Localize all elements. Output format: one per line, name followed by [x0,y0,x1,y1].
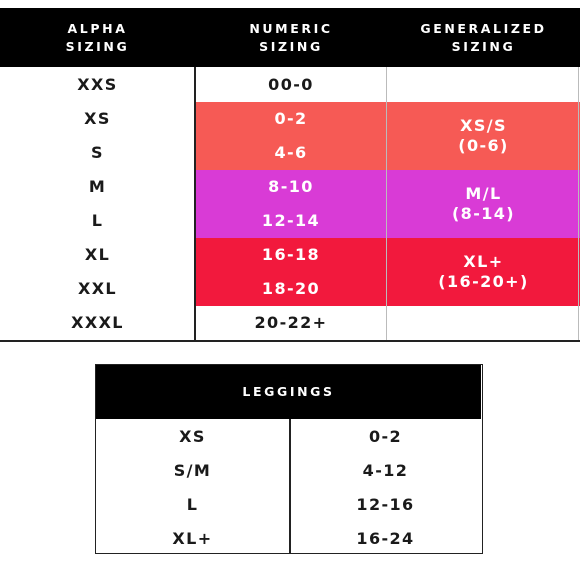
size-chart-header [0,8,580,67]
header-alpha-sizing: ALPHA SIZING [65,21,130,54]
header-leggings: LEGGINGS [242,384,335,399]
generalized-xs-s: XS/S (0-6) [458,116,509,155]
band-xl-plus [195,238,580,306]
numeric-size-xs: 0-2 [274,109,308,128]
numeric-size-s: 4-6 [274,143,308,162]
numeric-size-m: 8-10 [268,177,314,196]
alpha-size-m: M [88,177,107,196]
numeric-size-xxxl: 20-22+ [254,313,328,332]
header-numeric-sizing: NUMERIC SIZING [249,21,333,54]
leggings-size-s-m: S/M [173,461,212,480]
leggings-size-xs: XS [179,427,206,446]
alpha-size-xxl: XXL [77,279,118,298]
numeric-size-xl: 16-18 [261,245,321,264]
alpha-size-xl: XL [84,245,111,264]
grid-line [386,67,387,341]
numeric-size-xxs: 00-0 [268,75,314,94]
alpha-size-l: L [91,211,104,230]
alpha-size-s: S [91,143,104,162]
alpha-size-xxxl: XXXL [71,313,124,332]
band-m-l [195,170,580,238]
alpha-size-xs: XS [84,109,111,128]
leggings-range-xl-plus: 16-24 [356,529,415,548]
grid-line [194,67,196,341]
band-xs-s [195,102,580,170]
generalized-m-l: M/L (8-14) [451,184,516,223]
leggings-header [96,365,481,419]
leggings-chart: LEGGINGS XS S/M L XL+ 0-2 4-12 12-16 16-… [95,364,483,554]
numeric-size-l: 12-14 [261,211,321,230]
grid-line [289,419,291,553]
grid-line [578,67,579,341]
leggings-size-l: L [186,495,199,514]
size-chart: ALPHA SIZING NUMERIC SIZING GENERALIZED … [0,8,580,342]
leggings-range-s-m: 4-12 [362,461,409,480]
generalized-xl-plus: XL+ (16-20+) [438,252,529,291]
leggings-range-xs: 0-2 [368,427,403,446]
header-generalized-sizing: GENERALIZED SIZING [420,21,547,54]
alpha-size-xxs: XXS [77,75,118,94]
leggings-size-xl-plus: XL+ [172,529,213,548]
leggings-range-l: 12-16 [356,495,415,514]
numeric-size-xxl: 18-20 [261,279,321,298]
grid-line [0,340,580,342]
